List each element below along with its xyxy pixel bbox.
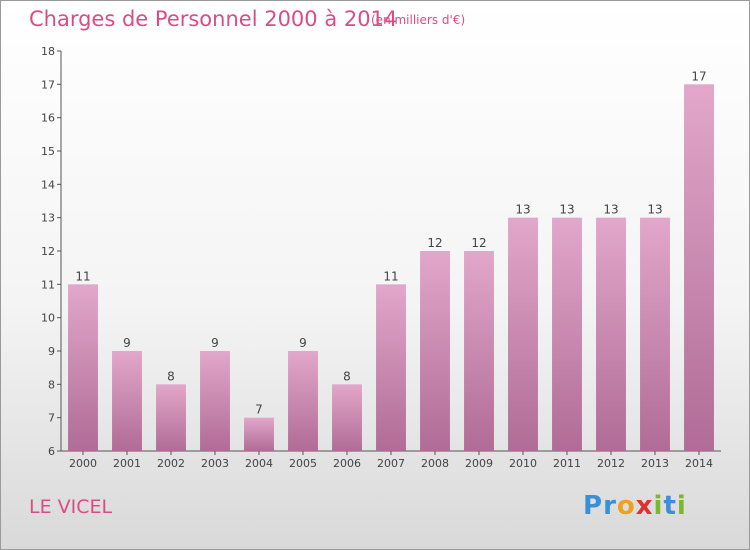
x-tick-label: 2000 <box>69 457 97 470</box>
bar-2005 <box>288 351 318 451</box>
bar-value-label: 8 <box>343 369 351 383</box>
chart-unit-label: (en milliers d'€) <box>371 13 466 27</box>
commune-name: LE VICEL <box>29 496 113 518</box>
bar-2008 <box>420 251 450 451</box>
bar-2014 <box>684 84 714 451</box>
bar-value-label: 13 <box>647 203 662 217</box>
y-tick-label: 8 <box>48 378 55 391</box>
logo-letter: x <box>635 491 654 521</box>
bar-2002 <box>156 384 186 451</box>
x-tick-label: 2008 <box>421 457 449 470</box>
y-tick-label: 16 <box>41 112 55 125</box>
bar-value-label: 11 <box>383 269 398 283</box>
bar-value-label: 7 <box>255 403 263 417</box>
bar-value-label: 13 <box>559 203 574 217</box>
y-tick-label: 11 <box>41 278 55 291</box>
bar-value-label: 9 <box>211 336 219 350</box>
x-tick-label: 2011 <box>553 457 581 470</box>
y-tick-label: 10 <box>41 312 55 325</box>
bar-value-label: 13 <box>603 203 618 217</box>
chart-title: Charges de Personnel 2000 à 2014 <box>29 7 398 31</box>
y-tick-label: 13 <box>41 212 55 225</box>
y-tick-label: 14 <box>41 178 55 191</box>
logo-letter: t <box>663 491 677 521</box>
bar-2004 <box>244 417 274 451</box>
x-tick-label: 2007 <box>377 457 405 470</box>
logo-letter: o <box>616 491 636 521</box>
y-tick-label: 17 <box>41 78 55 91</box>
x-tick-label: 2002 <box>157 457 185 470</box>
logo-letter: P <box>583 491 604 521</box>
logo-letter: i <box>653 491 664 521</box>
bar-2006 <box>332 384 362 451</box>
y-tick-label: 7 <box>48 412 55 425</box>
x-tick-label: 2005 <box>289 457 317 470</box>
chart-axes: 6 7 8 9 10 11 12 13 14 15 16 17 18 2000 2001 2002 2003 20… <box>41 45 721 470</box>
bar-2003 <box>200 351 230 451</box>
chart-bars: 11 9 8 9 7 9 8 11 12 12 13 13 13 13 17 <box>68 69 714 451</box>
bar-2000 <box>68 284 98 451</box>
y-tick-label: 15 <box>41 145 55 158</box>
logo-letter: r <box>603 491 617 521</box>
bar-value-label: 8 <box>167 369 175 383</box>
y-tick-label: 12 <box>41 245 55 258</box>
bar-2010 <box>508 217 538 451</box>
bar-value-label: 12 <box>471 236 486 250</box>
logo-letter: i <box>676 491 687 521</box>
bar-2013 <box>640 217 670 451</box>
x-tick-label: 2006 <box>333 457 361 470</box>
bar-2001 <box>112 351 142 451</box>
bar-2012 <box>596 217 626 451</box>
x-tick-label: 2004 <box>245 457 273 470</box>
y-tick-label: 6 <box>48 445 55 458</box>
bar-value-label: 13 <box>515 203 530 217</box>
bar-2009 <box>464 251 494 451</box>
bar-value-label: 11 <box>75 269 90 283</box>
bar-2007 <box>376 284 406 451</box>
x-tick-label: 2010 <box>509 457 537 470</box>
y-tick-label: 18 <box>41 45 55 58</box>
bar-value-label: 9 <box>299 336 307 350</box>
x-tick-label: 2009 <box>465 457 493 470</box>
x-tick-label: 2003 <box>201 457 229 470</box>
proxiti-logo: Proxiti <box>583 491 687 521</box>
x-tick-label: 2001 <box>113 457 141 470</box>
y-tick-label: 9 <box>48 345 55 358</box>
bar-value-label: 17 <box>691 69 706 83</box>
bar-value-label: 9 <box>123 336 131 350</box>
bar-value-label: 12 <box>427 236 442 250</box>
bar-2011 <box>552 217 582 451</box>
x-tick-label: 2013 <box>641 457 669 470</box>
x-tick-label: 2012 <box>597 457 625 470</box>
x-tick-label: 2014 <box>685 457 713 470</box>
